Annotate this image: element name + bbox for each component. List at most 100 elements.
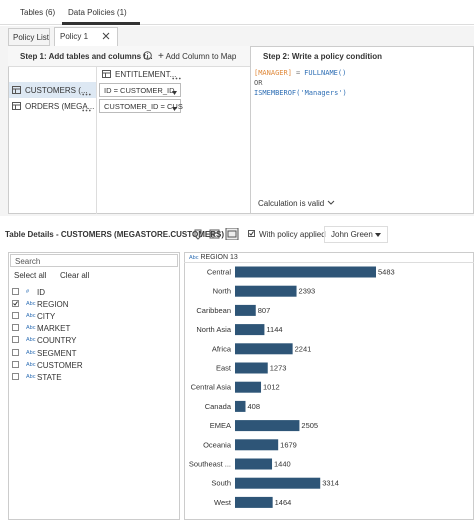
table-icon [12, 86, 21, 96]
value-label: 1464 [275, 498, 292, 507]
clear-all[interactable]: Clear all [60, 271, 90, 280]
mapping-dropdown[interactable]: CUSTOMER_ID = CUS [99, 99, 183, 113]
field-name[interactable]: STATE [37, 372, 62, 382]
status-label[interactable]: Calculation is valid [258, 199, 325, 208]
divider [250, 46, 251, 214]
field-checkbox[interactable] [12, 336, 19, 344]
table-name[interactable]: ORDERS (MEGA... [25, 102, 95, 111]
tab-underline [62, 22, 140, 25]
sub-tab[interactable] [8, 28, 50, 46]
bar [235, 458, 273, 470]
user-label[interactable]: John Green [331, 230, 373, 239]
field-type: Abc [26, 313, 36, 320]
bar [235, 304, 256, 316]
field-checkbox[interactable] [12, 288, 19, 295]
field-type: # [26, 289, 30, 295]
bar [235, 343, 293, 355]
sub-tab[interactable] [54, 27, 118, 47]
type-badge: Abc [189, 255, 199, 261]
bar [235, 477, 321, 489]
category-label: Central Asia [191, 383, 232, 392]
bar [235, 496, 273, 508]
value-label: 3314 [322, 479, 339, 488]
code-token: OR [254, 79, 263, 87]
value-label: 1679 [280, 440, 297, 449]
mapping-label[interactable]: CUSTOMER_ID = CUS [104, 102, 183, 111]
chart-header [184, 252, 474, 263]
field-name: REGION [200, 254, 229, 261]
field-checkbox[interactable] [12, 312, 19, 320]
code-token: ISMEMBEROF('Managers') [254, 89, 347, 97]
with-policy-label[interactable]: With policy applied [259, 230, 326, 239]
value-label: 2241 [295, 344, 312, 353]
category-label: West [214, 498, 232, 507]
more-icon[interactable] [172, 73, 181, 82]
sub-tab-label[interactable]: Policy 1 [60, 32, 89, 41]
bar [235, 420, 300, 432]
search-box[interactable] [10, 254, 178, 267]
status[interactable]: Calculation is valid [258, 199, 335, 208]
field-checkbox[interactable] [12, 360, 19, 368]
field-checkbox[interactable] [12, 300, 19, 308]
distinct-count: 13 [230, 254, 238, 261]
close-icon[interactable] [102, 32, 110, 40]
code-token: = [295, 69, 301, 77]
add-column-label[interactable]: Add Column to Map [165, 52, 237, 61]
select-all[interactable]: Select all [14, 271, 47, 280]
search-placeholder[interactable]: Search [15, 257, 41, 266]
field-type: Abc [26, 349, 36, 356]
code-line: ISMEMBEROF('Managers') [254, 88, 351, 98]
category-label: Africa [212, 344, 232, 353]
bar [235, 381, 262, 393]
info-icon[interactable] [143, 51, 152, 60]
code-line: OR [254, 78, 351, 88]
field-checkbox[interactable] [12, 372, 19, 380]
value-label: 2505 [301, 421, 318, 430]
tab[interactable]: Tables (6) [20, 8, 56, 17]
dropdown-arrow[interactable] [172, 104, 177, 113]
field-name[interactable]: SEGMENT [37, 348, 77, 358]
policy-checkbox[interactable] [248, 230, 255, 237]
category-label: EMEA [210, 421, 231, 430]
user-dropdown[interactable]: John Green [324, 226, 389, 243]
field-name[interactable]: COUNTRY [37, 336, 77, 346]
field-checkbox[interactable] [12, 348, 19, 356]
field-name[interactable]: REGION [37, 300, 69, 310]
field-name[interactable]: CITY [37, 312, 56, 322]
more-icon[interactable] [82, 89, 91, 98]
bar [235, 362, 268, 374]
mapping-label[interactable]: ID = CUSTOMER_ID [104, 86, 175, 95]
category-label: North Asia [196, 325, 231, 334]
field-checkbox[interactable] [12, 324, 19, 332]
code-token: [MANAGER] [254, 69, 292, 77]
step1-title: Step 1: Add tables and columns t... [20, 52, 153, 61]
field-name[interactable]: CUSTOMER [37, 360, 83, 370]
bar [235, 324, 265, 336]
value-label: 1440 [274, 460, 291, 469]
table-icon [12, 102, 21, 112]
value-label: 1273 [270, 364, 287, 373]
column-divider [96, 67, 97, 214]
mapping-dropdown[interactable]: ID = CUSTOMER_ID [99, 83, 181, 97]
sub-tab-label[interactable]: Policy List [13, 33, 50, 42]
field-name[interactable]: MARKET [37, 324, 71, 334]
table-name[interactable]: CUSTOMERS (... [25, 86, 88, 95]
tab[interactable]: Data Policies (1) [68, 8, 127, 17]
add-column-button[interactable]: + Add Column to Map [158, 51, 237, 62]
field-type: Abc [26, 361, 36, 368]
field-name[interactable]: ID [37, 288, 45, 297]
value-label: 1144 [266, 325, 282, 334]
table-name[interactable]: ENTITLEMENT... [115, 70, 177, 79]
category-label: Central [207, 268, 232, 277]
dropdown-arrow[interactable] [172, 88, 177, 97]
field-type: Abc [26, 301, 36, 308]
chart-header-text: Abc REGION 13 [189, 254, 238, 261]
more-icon[interactable] [82, 105, 91, 114]
value-label: 1012 [263, 383, 280, 392]
field-type: Abc [26, 373, 36, 380]
toolbar-icons[interactable] [192, 228, 240, 240]
value-label: 5483 [378, 268, 395, 277]
category-label: North [213, 287, 231, 296]
fields-panel [8, 252, 180, 520]
